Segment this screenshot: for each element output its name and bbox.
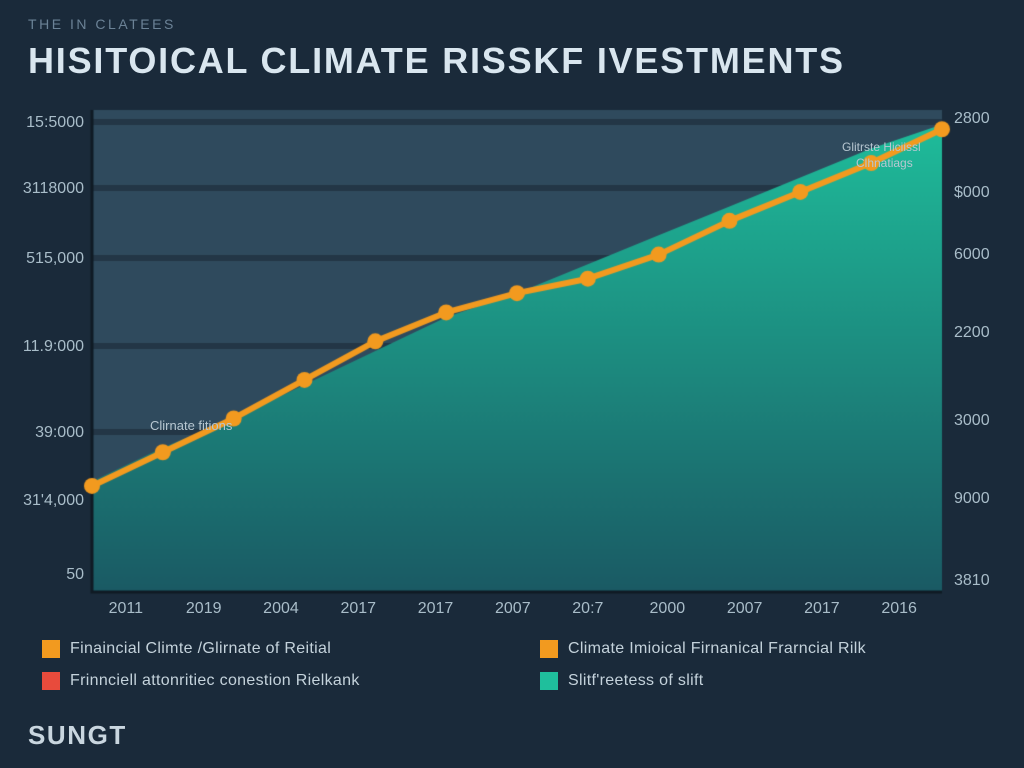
x-tick: 2004 bbox=[263, 600, 299, 618]
legend-item: Finaincial Climte /Glirnate of Reitial bbox=[42, 640, 331, 658]
y-left-tick: 50 bbox=[66, 566, 84, 584]
y-right-tick: 9000 bbox=[954, 490, 990, 508]
chart-annotation: Glitrste Hiciissl bbox=[842, 140, 921, 154]
x-tick: 2011 bbox=[109, 600, 143, 618]
y-right-tick: 2800 bbox=[954, 110, 990, 128]
y-right-tick: 2200 bbox=[954, 324, 990, 342]
x-tick: 2007 bbox=[727, 600, 763, 618]
legend-swatch bbox=[540, 672, 558, 690]
y-right-tick: 3000 bbox=[954, 412, 990, 430]
legend-item: Frinnciell attonritiec conestion Rielkan… bbox=[42, 672, 360, 690]
chart-annotation: Clirnate fitions bbox=[150, 418, 232, 433]
x-tick: 2017 bbox=[418, 600, 454, 618]
legend-label: Finaincial Climte /Glirnate of Reitial bbox=[70, 640, 331, 658]
legend-label: Frinnciell attonritiec conestion Rielkan… bbox=[70, 672, 360, 690]
legend-label: Slitf'reetess of slift bbox=[568, 672, 703, 690]
y-right-tick: 6000 bbox=[954, 246, 990, 264]
chart-annotation: Clhnatiags bbox=[856, 156, 913, 170]
x-tick: 2000 bbox=[650, 600, 686, 618]
y-left-tick: 3118000 bbox=[23, 180, 84, 198]
y-left-tick: 11.9:000 bbox=[23, 338, 84, 356]
x-tick: 2019 bbox=[186, 600, 222, 618]
legend-swatch bbox=[540, 640, 558, 658]
legend-swatch bbox=[42, 672, 60, 690]
x-tick: 20:7 bbox=[572, 600, 603, 618]
y-left-tick: 31'4,000 bbox=[23, 492, 84, 510]
x-tick: 2017 bbox=[804, 600, 840, 618]
legend-item: Slitf'reetess of slift bbox=[540, 672, 703, 690]
x-tick: 2017 bbox=[340, 600, 376, 618]
legend-item: Climate Imioical Firnanical Frarncial Ri… bbox=[540, 640, 866, 658]
legend-label: Climate Imioical Firnanical Frarncial Ri… bbox=[568, 640, 866, 658]
legend-swatch bbox=[42, 640, 60, 658]
y-right-tick: $000 bbox=[954, 184, 990, 202]
y-left-tick: 515,000 bbox=[26, 250, 84, 268]
x-tick: 2016 bbox=[881, 600, 917, 618]
y-left-tick: 15:5000 bbox=[26, 114, 84, 132]
brand-mark: SUNGT bbox=[28, 720, 127, 751]
chart-title: HISITOICAL CLIMATE RISSKF IVESTMENTS bbox=[28, 40, 845, 82]
y-left-tick: 39:000 bbox=[35, 424, 84, 442]
chart-subtitle: THE IN CLATEES bbox=[28, 16, 176, 32]
y-right-tick: 3810 bbox=[954, 572, 990, 590]
x-tick: 2007 bbox=[495, 600, 531, 618]
